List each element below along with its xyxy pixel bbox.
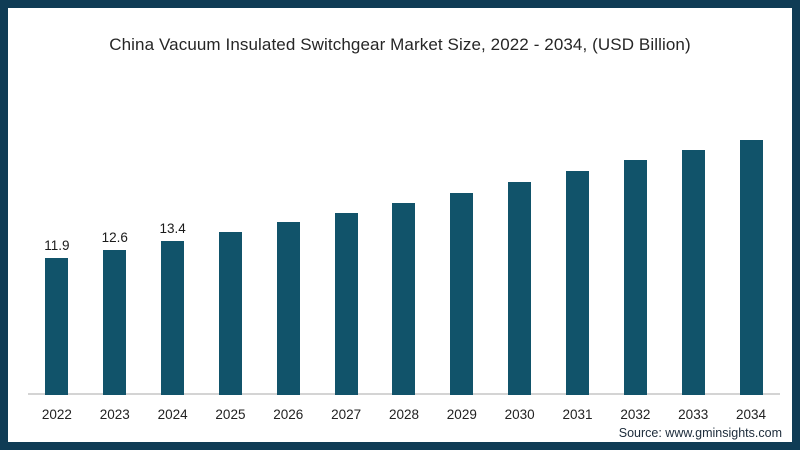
bar-2033	[681, 150, 705, 395]
x-tick-label-2024: 2024	[157, 407, 188, 422]
chart-title: China Vacuum Insulated Switchgear Market…	[109, 35, 691, 54]
bar-2029	[450, 193, 474, 395]
bar-value-label-2023: 12.6	[101, 230, 128, 245]
chart-canvas: China Vacuum Insulated Switchgear Market…	[8, 8, 792, 442]
bar-2025	[218, 232, 242, 395]
bar-2030	[508, 182, 532, 395]
source-credit: Source: www.gminsights.com	[618, 426, 782, 440]
bar-slot-2022: 11.9	[28, 125, 86, 395]
bar-slot-2033	[664, 125, 722, 395]
bar-slot-2027	[317, 125, 375, 395]
x-axis-labels: 2022 2023 2024 2025 2026 2027 2028 2029 2030 2031…	[28, 407, 780, 422]
x-tick-label-2025: 2025	[215, 407, 246, 422]
bar-slot-2026	[259, 125, 317, 395]
bar-2028	[392, 203, 416, 395]
bar-2022	[45, 258, 69, 395]
bar-slot-2032	[606, 125, 664, 395]
x-tick-label-2033: 2033	[678, 407, 709, 422]
bar-2024	[161, 241, 185, 395]
bars-container: 11.9 12.6 13.4	[28, 125, 780, 395]
bar-2023	[103, 250, 127, 395]
x-tick-label-2030: 2030	[504, 407, 535, 422]
bar-value-label-2022: 11.9	[44, 238, 70, 253]
bar-slot-2024: 13.4	[144, 125, 202, 395]
bar-slot-2025	[202, 125, 260, 395]
x-tick-label-2022: 2022	[41, 407, 72, 422]
bar-slot-2023: 12.6	[86, 125, 144, 395]
bar-slot-2030	[491, 125, 549, 395]
x-tick-label-2028: 2028	[388, 407, 419, 422]
x-tick-label-2031: 2031	[562, 407, 593, 422]
bar-2026	[276, 222, 300, 395]
bar-slot-2029	[433, 125, 491, 395]
bar-slot-2028	[375, 125, 433, 395]
bar-2034	[739, 140, 763, 395]
bar-value-label-2024: 13.4	[159, 221, 186, 236]
bar-2031	[566, 171, 590, 395]
x-tick-label-2026: 2026	[273, 407, 304, 422]
x-tick-label-2034: 2034	[736, 407, 767, 422]
plot-area: 11.9 12.6 13.4	[28, 125, 780, 395]
x-tick-label-2032: 2032	[620, 407, 651, 422]
x-tick-label-2029: 2029	[446, 407, 477, 422]
bar-2032	[623, 160, 647, 395]
x-tick-label-2027: 2027	[331, 407, 362, 422]
bar-slot-2034	[722, 125, 780, 395]
bar-2027	[334, 213, 358, 395]
bar-slot-2031	[549, 125, 607, 395]
x-tick-label-2023: 2023	[99, 407, 130, 422]
